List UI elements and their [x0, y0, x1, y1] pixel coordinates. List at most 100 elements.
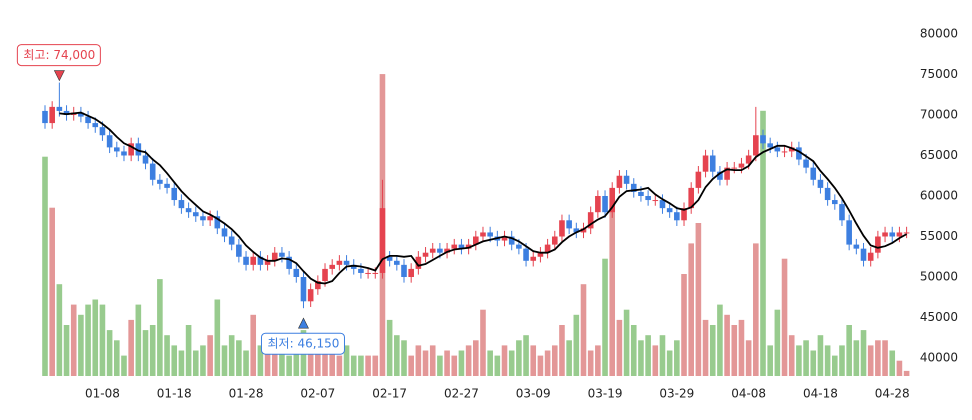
candle-body	[796, 147, 802, 160]
candle-body	[523, 248, 529, 261]
candle-body	[516, 244, 522, 249]
max-label: 최고: 74,000	[23, 48, 95, 62]
x-tick-label: 02-27	[444, 387, 479, 401]
volume-bar	[293, 345, 300, 376]
volume-bar	[882, 340, 888, 376]
y-tick-label: 55000	[920, 229, 958, 243]
volume-bar	[99, 304, 106, 376]
volume-bar	[551, 345, 558, 376]
volume-bar	[358, 355, 364, 376]
candle-body	[487, 232, 493, 237]
candle-body	[774, 147, 781, 152]
volume-bar	[530, 345, 537, 376]
candle-body	[42, 110, 48, 124]
volume-bar	[681, 274, 687, 376]
candle-body	[580, 228, 587, 233]
volume-bar	[437, 355, 443, 376]
volume-bar	[185, 325, 192, 376]
x-tick-label: 04-28	[875, 387, 910, 401]
x-tick-label: 01-18	[157, 387, 192, 401]
candle-body	[666, 208, 673, 213]
candle-body	[903, 232, 910, 234]
volume-bar	[566, 340, 572, 376]
candle-body	[322, 268, 328, 282]
candle-body	[616, 175, 623, 188]
candle-body	[128, 143, 134, 156]
candle-body	[824, 187, 831, 201]
max-label-box	[16, 44, 101, 67]
volume-bar	[128, 319, 134, 376]
volume-bar	[817, 335, 824, 376]
candle-body	[860, 248, 867, 261]
volume-bar	[164, 335, 170, 376]
candle-body	[286, 256, 292, 269]
candle-body	[114, 147, 120, 152]
x-tick-label: 02-07	[300, 387, 335, 401]
volume-bar	[429, 345, 436, 376]
volume-bar	[322, 345, 328, 376]
candle-body	[358, 268, 364, 273]
volume-bar	[315, 350, 321, 376]
volume-bar	[688, 243, 694, 376]
volume-bar	[774, 309, 781, 376]
candle-body	[271, 252, 278, 261]
y-tick-label: 50000	[920, 270, 958, 284]
candle-body	[214, 216, 221, 229]
volume-bar	[674, 340, 680, 376]
volume-bar	[200, 345, 206, 376]
candle-body	[379, 208, 386, 273]
volume-bar	[645, 335, 651, 376]
volume-bar	[516, 340, 522, 376]
candle-body	[365, 272, 371, 274]
volume-bar	[458, 350, 465, 376]
candle-body	[889, 232, 896, 237]
candle-body	[236, 244, 242, 257]
volume-bar	[810, 350, 817, 376]
y-tick-label: 80000	[920, 26, 958, 40]
volume-bar	[207, 335, 213, 376]
candle-body	[78, 112, 84, 117]
y-tick-label: 45000	[920, 310, 958, 324]
candle-body	[702, 155, 709, 172]
moving-average-line	[59, 111, 908, 285]
candle-body	[566, 220, 572, 229]
candle-body	[336, 260, 343, 265]
volume-bar	[444, 350, 450, 376]
candle-body	[343, 260, 350, 265]
volume-bar	[243, 350, 249, 376]
candle-body	[192, 212, 199, 217]
candle-body	[551, 236, 558, 245]
candle-body	[394, 260, 400, 265]
volume-bar	[264, 345, 271, 376]
candle-body	[832, 200, 838, 205]
volume-bar	[875, 340, 881, 376]
volume-bar	[630, 325, 637, 376]
volume-bar	[559, 325, 565, 376]
y-tick-label: 75000	[920, 67, 958, 81]
candle-body	[652, 200, 659, 202]
candle-body	[307, 289, 314, 302]
volume-bar	[178, 350, 185, 376]
volume-bar	[595, 345, 601, 376]
volume-bar	[788, 335, 795, 376]
candle-body	[372, 272, 379, 274]
candle-body	[573, 228, 580, 233]
candle-body	[846, 220, 852, 245]
x-tick-label: 02-17	[372, 387, 407, 401]
volume-bar	[192, 350, 199, 376]
volume-bar	[214, 299, 221, 376]
volume-bar	[501, 345, 508, 376]
y-tick-label: 60000	[920, 188, 958, 202]
volume-bar	[544, 350, 551, 376]
candle-body	[106, 135, 113, 148]
candle-body	[164, 183, 170, 188]
candle-body	[279, 252, 285, 257]
candle-body	[709, 155, 716, 172]
candle-body	[386, 256, 393, 261]
candle-body	[207, 216, 213, 221]
volume-bar	[149, 325, 156, 376]
candle-body	[185, 208, 192, 213]
volume-bar	[157, 279, 163, 376]
volume-bar	[903, 370, 910, 376]
volume-bar	[451, 355, 458, 376]
